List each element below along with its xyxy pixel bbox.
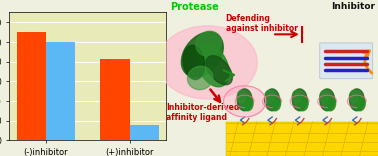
Bar xyxy=(101,59,130,140)
Circle shape xyxy=(158,26,257,99)
Ellipse shape xyxy=(320,90,328,103)
Text: Inhibitor-derived
affinity ligand: Inhibitor-derived affinity ligand xyxy=(166,103,240,122)
Ellipse shape xyxy=(206,56,232,85)
Ellipse shape xyxy=(243,95,253,111)
Text: Protease: Protease xyxy=(170,2,219,12)
Ellipse shape xyxy=(237,89,252,111)
Ellipse shape xyxy=(349,89,364,111)
Circle shape xyxy=(223,86,266,117)
Ellipse shape xyxy=(265,89,280,111)
Ellipse shape xyxy=(320,89,335,111)
Ellipse shape xyxy=(355,95,365,111)
Ellipse shape xyxy=(196,31,222,56)
Ellipse shape xyxy=(270,95,280,111)
Ellipse shape xyxy=(237,90,246,103)
Ellipse shape xyxy=(265,90,273,103)
Ellipse shape xyxy=(183,45,204,80)
Ellipse shape xyxy=(325,95,336,111)
Ellipse shape xyxy=(181,32,223,77)
Bar xyxy=(130,125,159,140)
Ellipse shape xyxy=(292,89,307,111)
Bar xyxy=(46,42,75,140)
Ellipse shape xyxy=(197,44,229,87)
Text: Inhibitor: Inhibitor xyxy=(332,2,375,11)
Ellipse shape xyxy=(297,95,308,111)
Polygon shape xyxy=(226,122,378,156)
Bar xyxy=(17,32,46,140)
Text: Defending
against inhibitor: Defending against inhibitor xyxy=(226,14,297,33)
Ellipse shape xyxy=(349,90,358,103)
Ellipse shape xyxy=(292,90,301,103)
Ellipse shape xyxy=(187,66,213,90)
FancyBboxPatch shape xyxy=(320,43,373,79)
